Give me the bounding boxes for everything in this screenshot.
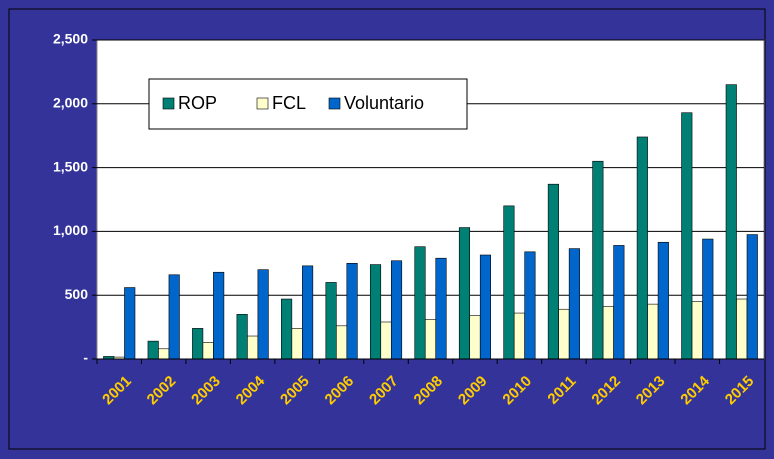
bar [336,325,348,360]
bar [435,257,447,360]
legend-box [148,78,468,130]
bar [503,205,515,360]
bar [568,248,580,360]
bar [325,282,337,360]
y-tick-label: 1,000 [53,222,88,238]
bar [390,260,403,360]
bar [247,335,259,360]
bar [736,298,748,360]
legend-label: FCL [272,93,306,113]
bar [592,160,604,360]
legend-label: ROP [178,93,217,113]
bar [281,298,293,360]
bar [380,321,392,360]
y-tick-label: - [83,350,88,366]
bar [691,301,703,360]
y-tick-label: 2,500 [53,31,88,47]
bar [647,303,659,360]
legend-swatch [328,97,341,110]
bar [213,271,225,360]
bar [147,340,159,360]
bar [479,254,492,360]
bar [613,245,625,360]
bar [124,287,136,360]
bar [558,308,570,360]
y-tick-label: 1,500 [53,158,88,174]
bar [369,264,382,360]
bar [202,342,214,360]
bar [302,265,314,360]
bar [513,312,525,360]
bar [657,241,669,360]
legend-label: Voluntario [344,93,424,113]
bar [414,246,426,360]
bar [725,84,737,360]
legend-swatch [162,97,175,110]
bar [602,306,614,360]
bar [346,262,358,360]
bar [257,269,269,360]
bar [236,314,248,360]
bar [458,227,471,360]
bar [469,315,481,360]
bar [158,348,170,360]
bar [524,251,536,360]
y-tick-label: 2,000 [53,95,88,111]
bar [681,112,693,360]
bar [746,234,758,360]
frame [8,8,766,450]
bar [424,319,437,360]
bar [547,183,559,360]
bar [636,136,648,360]
y-tick-label: 500 [65,286,89,302]
bar [291,328,303,360]
bar [192,328,204,360]
bar [702,238,714,360]
legend-swatch [256,97,269,110]
bar [168,274,180,360]
